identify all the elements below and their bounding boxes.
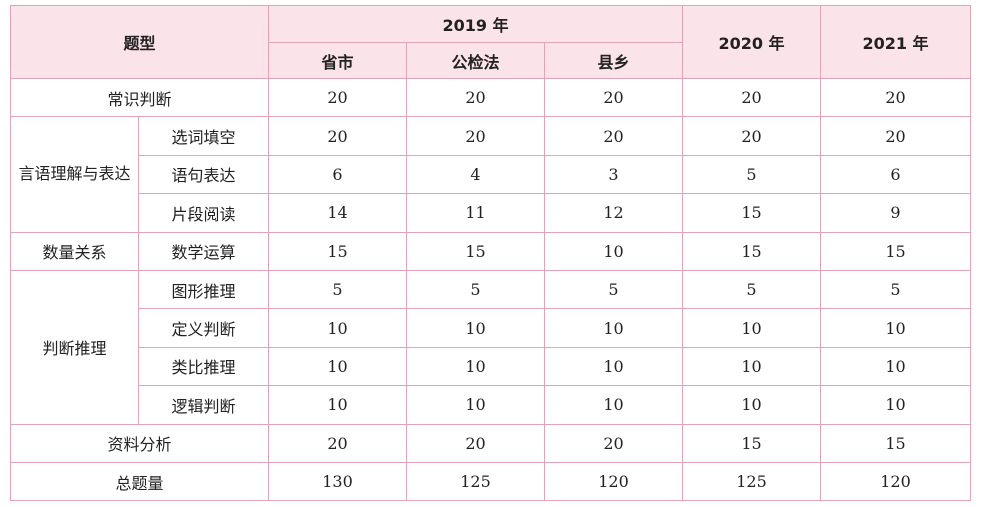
table-cell: 5 <box>682 269 821 310</box>
table-cell: 20 <box>406 77 545 118</box>
table-cell: 10 <box>406 308 545 348</box>
table-cell: 4 <box>406 154 545 195</box>
table-cell: 15 <box>682 193 821 233</box>
table-cell: 10 <box>820 346 971 387</box>
table-cell: 3 <box>544 154 683 195</box>
subcategory-label: 语句表达 <box>138 154 269 195</box>
table-row: 判断推理 图形推理 5 5 5 5 5 <box>10 269 971 425</box>
table-cell: 10 <box>268 385 407 425</box>
table-cell: 9 <box>820 193 971 233</box>
table-cell: 15 <box>820 423 971 463</box>
subcategory-label: 数学运算 <box>138 231 269 271</box>
table-cell: 10 <box>820 385 971 425</box>
table-cell: 6 <box>268 154 407 195</box>
table-cell: 11 <box>406 193 545 233</box>
header-year-2020: 2020 年 <box>682 5 821 79</box>
exam-table-container: 题型 2019 年 2020 年 2021 年 省市 公检法 县乡 常识判断 2… <box>10 5 971 502</box>
table-cell: 15 <box>682 423 821 463</box>
table-cell: 14 <box>268 193 407 233</box>
table-row: 类比推理 10 10 10 10 10 <box>11 346 971 387</box>
table-row: 数量关系 数学运算 15 15 10 15 15 <box>10 231 971 271</box>
table-cell: 10 <box>682 385 821 425</box>
subcategory-label: 逻辑判断 <box>138 385 269 425</box>
table-row: 片段阅读 14 11 12 15 9 <box>11 193 971 233</box>
subcategory-label: 选词填空 <box>138 116 269 156</box>
row-label: 总题量 <box>10 461 269 502</box>
table-cell: 15 <box>406 231 545 271</box>
table-cell: 5 <box>406 269 545 310</box>
table-cell: 20 <box>544 77 683 118</box>
category-label: 言语理解与表达 <box>10 116 139 233</box>
row-label: 资料分析 <box>10 423 269 463</box>
table-cell: 20 <box>268 116 407 156</box>
exam-question-distribution-table: 题型 2019 年 2020 年 2021 年 省市 公检法 县乡 常识判断 2… <box>10 5 971 502</box>
table-cell: 20 <box>268 423 407 463</box>
table-cell: 15 <box>820 231 971 271</box>
table-cell: 10 <box>682 346 821 387</box>
table-cell: 10 <box>682 308 821 348</box>
header-year-2019: 2019 年 <box>268 5 683 43</box>
table-cell: 15 <box>682 231 821 271</box>
table-cell: 6 <box>820 154 971 195</box>
header-year-2021: 2021 年 <box>820 5 971 79</box>
table-cell: 10 <box>268 308 407 348</box>
table-row: 常识判断 20 20 20 20 20 <box>10 77 971 118</box>
table-cell: 10 <box>268 346 407 387</box>
table-row: 言语理解与表达 选词填空 20 20 20 20 20 <box>10 116 971 233</box>
subcategory-label: 定义判断 <box>138 308 269 348</box>
table-cell: 125 <box>406 461 545 502</box>
table-cell: 20 <box>820 77 971 118</box>
table-cell: 120 <box>820 461 971 502</box>
header-2019-county: 县乡 <box>544 42 683 79</box>
table-cell: 130 <box>268 461 407 502</box>
table-cell: 20 <box>682 116 821 156</box>
table-cell: 20 <box>682 77 821 118</box>
table-cell: 10 <box>544 308 683 348</box>
header-2019-public-security: 公检法 <box>406 42 545 79</box>
table-cell: 20 <box>406 423 545 463</box>
category-label: 数量关系 <box>10 231 139 271</box>
category-label: 判断推理 <box>10 269 139 425</box>
table-cell: 20 <box>544 116 683 156</box>
table-cell: 10 <box>820 308 971 348</box>
table-cell: 10 <box>406 385 545 425</box>
table-row: 定义判断 10 10 10 10 10 <box>11 308 971 348</box>
table-cell: 15 <box>268 231 407 271</box>
table-cell: 5 <box>682 154 821 195</box>
table-cell: 5 <box>268 269 407 310</box>
table-cell: 120 <box>544 461 683 502</box>
table-cell: 10 <box>544 346 683 387</box>
subcategory-label: 类比推理 <box>138 346 269 387</box>
table-cell: 5 <box>544 269 683 310</box>
table-cell: 20 <box>544 423 683 463</box>
table-cell: 5 <box>820 269 971 310</box>
table-cell: 10 <box>406 346 545 387</box>
header-question-type: 题型 <box>10 5 269 79</box>
row-label: 常识判断 <box>10 77 269 118</box>
table-cell: 20 <box>820 116 971 156</box>
table-cell: 20 <box>268 77 407 118</box>
table-cell: 10 <box>544 385 683 425</box>
header-2019-provincial: 省市 <box>268 42 407 79</box>
table-cell: 10 <box>544 231 683 271</box>
table-row: 总题量 130 125 120 125 120 <box>10 461 971 502</box>
table-cell: 12 <box>544 193 683 233</box>
table-row: 语句表达 6 4 3 5 6 <box>11 154 971 195</box>
table-cell: 20 <box>406 116 545 156</box>
subcategory-label: 片段阅读 <box>138 193 269 233</box>
table-row: 资料分析 20 20 20 15 15 <box>10 423 971 463</box>
table-cell: 125 <box>682 461 821 502</box>
table-row: 逻辑判断 10 10 10 10 10 <box>11 385 971 425</box>
subcategory-label: 图形推理 <box>138 269 269 310</box>
